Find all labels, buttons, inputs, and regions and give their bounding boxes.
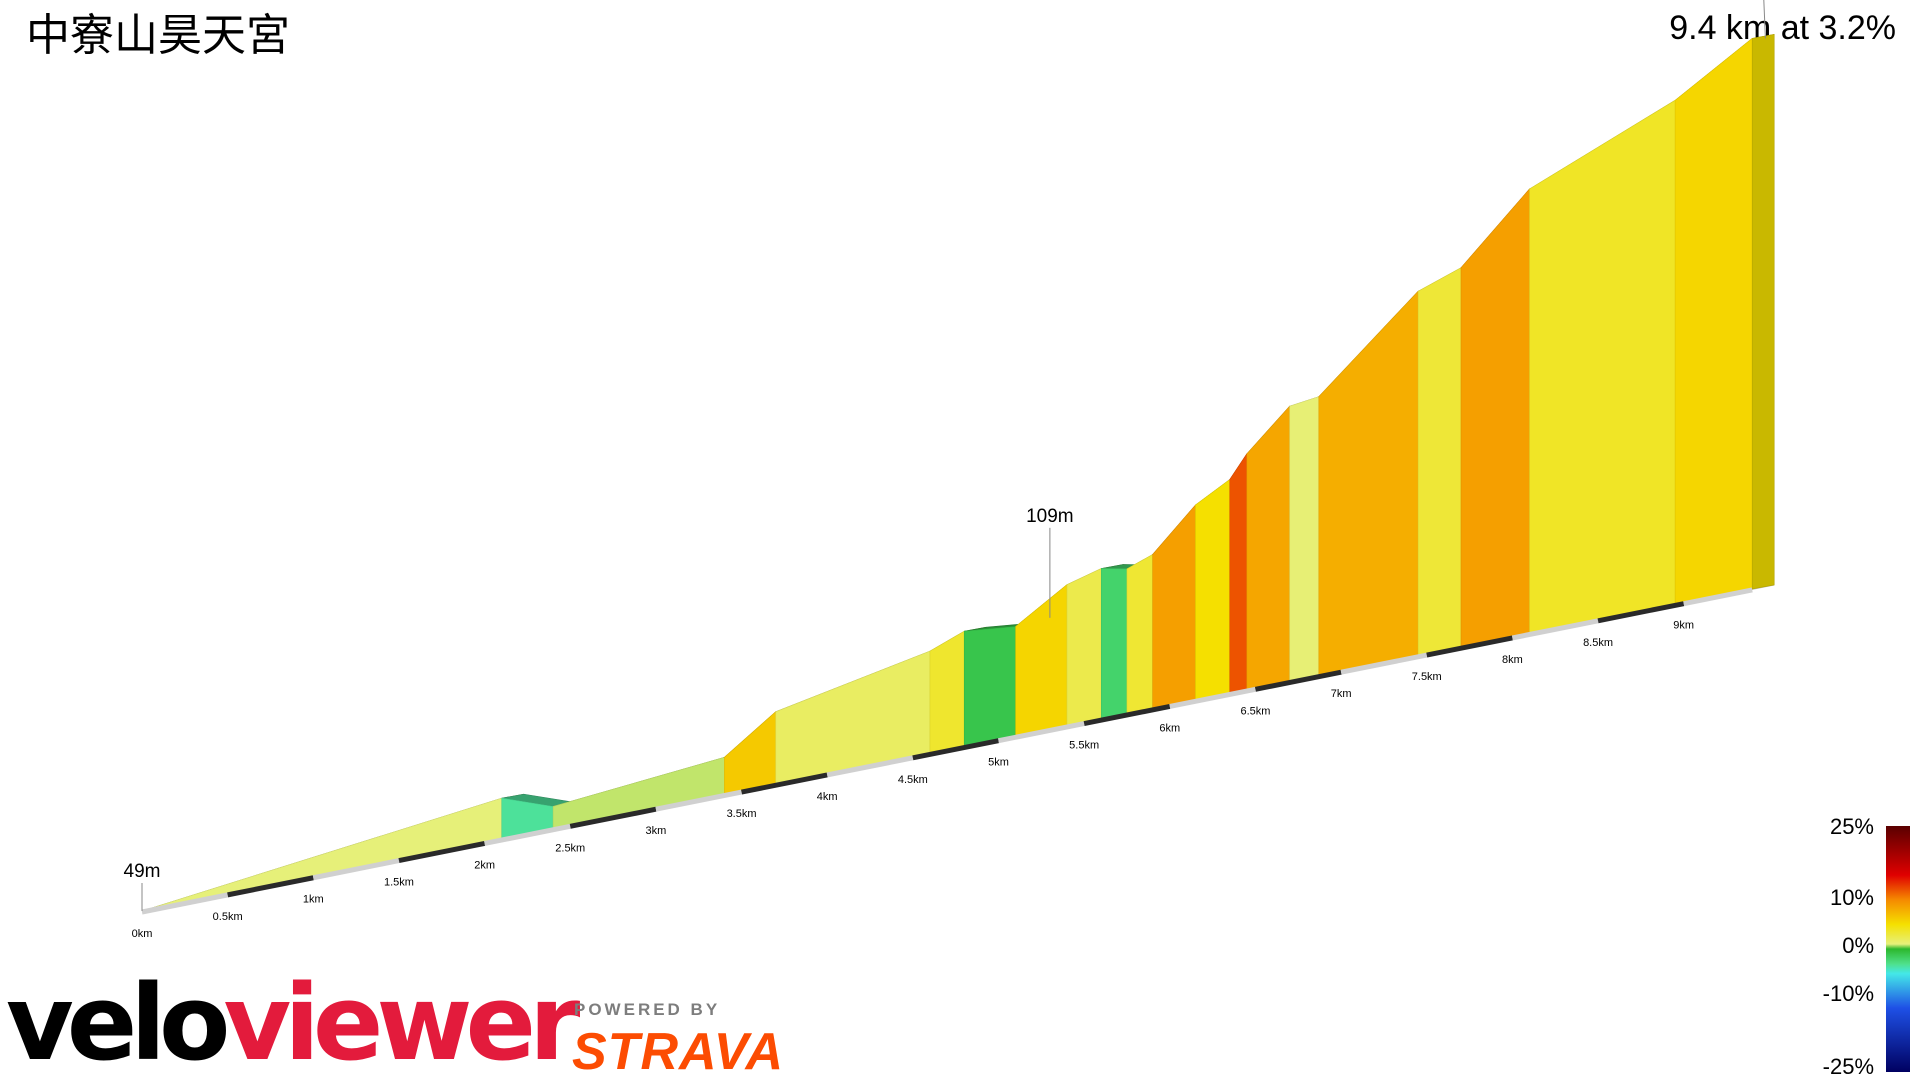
x-tick-label: 7km xyxy=(1331,688,1352,700)
distance-scale-band xyxy=(998,721,1085,744)
distance-scale-band xyxy=(1340,652,1428,675)
x-tick-label: 0km xyxy=(132,928,153,940)
profile-segment xyxy=(1246,405,1291,691)
climb-summary: 9.4 km at 3.2% xyxy=(1669,9,1896,47)
distance-scale-band xyxy=(141,892,229,915)
distance-scale-band xyxy=(398,841,486,864)
elevation-callout-line xyxy=(1763,0,1766,39)
distance-scale-band xyxy=(1169,686,1256,709)
legend-colorbar xyxy=(1886,826,1910,1072)
distance-scale-band xyxy=(1426,635,1513,658)
x-tick-label: 6.5km xyxy=(1240,705,1270,717)
logo-viewer: viewer xyxy=(223,962,580,1084)
distance-scale-band xyxy=(484,823,571,846)
x-tick-label: 0.5km xyxy=(213,911,243,923)
distance-scale-band xyxy=(826,755,914,778)
profile-segment xyxy=(1529,99,1676,634)
profile-segment xyxy=(1674,37,1753,605)
x-tick-label: 3.5km xyxy=(727,808,757,820)
legend-label-zero: 0% xyxy=(1842,933,1874,958)
x-tick-label: 2km xyxy=(474,859,495,871)
x-tick-label: 4km xyxy=(817,791,838,803)
distance-scale-band xyxy=(741,772,828,795)
elevation-callout-label: 109m xyxy=(1026,506,1074,527)
legend-label-low: -10% xyxy=(1823,981,1874,1006)
profile-segment xyxy=(552,756,725,830)
x-tick-label: 7.5km xyxy=(1412,671,1442,683)
distance-scale-band xyxy=(1597,601,1685,624)
x-tick-label: 5km xyxy=(988,757,1009,769)
profile-segment xyxy=(1195,478,1231,701)
x-tick-label: 1.5km xyxy=(384,877,414,889)
distance-scale-band xyxy=(1083,703,1171,727)
profile-segment xyxy=(1229,452,1248,694)
profile-segment xyxy=(1100,568,1128,720)
distance-scale-band xyxy=(1683,587,1753,607)
distance-scale-band xyxy=(227,875,314,898)
profile-segment xyxy=(1460,188,1530,648)
x-tick-label: 3km xyxy=(646,825,667,837)
profile-segment xyxy=(775,650,931,785)
grade-legend: 25% 10% 0% -10% -25% xyxy=(1823,814,1910,1079)
logo-velo: velo xyxy=(6,962,230,1084)
legend-label-max: 25% xyxy=(1830,814,1874,839)
profile-segment xyxy=(1015,584,1068,737)
x-tick-label: 2.5km xyxy=(555,842,585,854)
legend-label-min: -25% xyxy=(1823,1054,1874,1079)
profile-segment xyxy=(724,711,777,795)
profile-segment xyxy=(963,626,1016,747)
distance-scale-band xyxy=(1254,669,1342,692)
elevation-callout-label: 49m xyxy=(124,861,161,882)
page-title: 中寮山昊天宮 xyxy=(26,10,290,61)
x-tick-label: 6km xyxy=(1159,722,1180,734)
veloviewer-logo: veloviewer xyxy=(6,968,580,1078)
legend-label-high: 10% xyxy=(1830,885,1874,910)
x-tick-label: 5.5km xyxy=(1069,740,1099,752)
distance-scale-band xyxy=(312,858,400,881)
distance-scale-band xyxy=(655,789,743,812)
profile-segment xyxy=(1126,553,1153,715)
profile-segment xyxy=(929,630,965,754)
x-tick-label: 8km xyxy=(1502,654,1523,666)
profile-plot-area: 0km 0.5km 1km 1.5km 2km 2.5km 3km 3.5km 4km 4.5km… xyxy=(124,0,1775,940)
x-tick-label: 9km xyxy=(1673,620,1694,632)
profile-segment xyxy=(1152,504,1196,710)
profile-segment xyxy=(1066,568,1102,727)
profile-segment xyxy=(1289,396,1320,682)
distance-scale-band xyxy=(1511,618,1599,641)
distance-scale-band xyxy=(912,738,999,761)
profile-segment xyxy=(1417,267,1462,657)
strava-logo: STRAVA xyxy=(572,1023,785,1081)
powered-by-label: POWERED BY xyxy=(574,1000,721,1019)
profile-segment xyxy=(1318,290,1419,676)
distance-scale-band xyxy=(569,806,657,829)
x-tick-label: 1km xyxy=(303,894,324,906)
x-tick-label: 8.5km xyxy=(1583,637,1613,649)
x-tick-label: 4.5km xyxy=(898,774,928,786)
profile-end-cap xyxy=(1751,34,1775,590)
